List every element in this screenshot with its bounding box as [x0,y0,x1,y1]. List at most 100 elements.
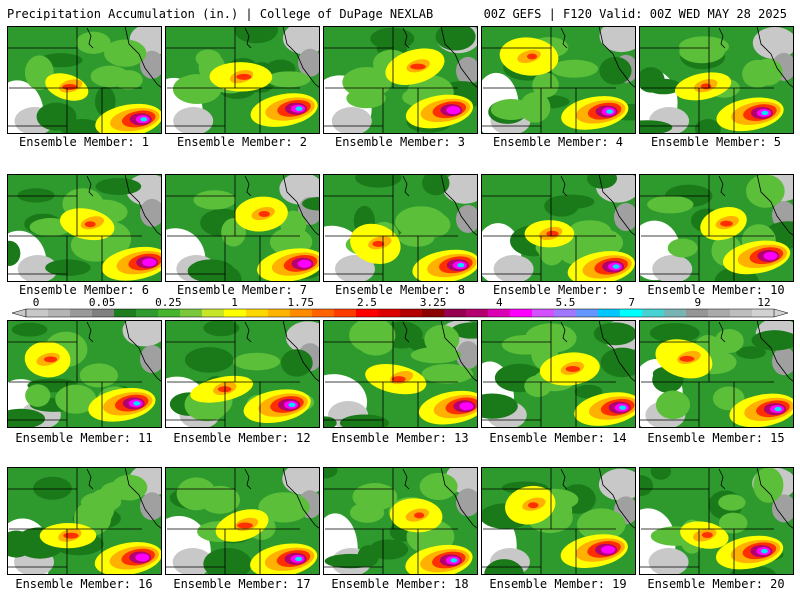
colorbar-min-arrow [11,308,27,318]
ensemble-panel [7,174,162,282]
ensemble-member-label: Ensemble Member: 10 [647,283,785,297]
ensemble-panel [7,26,162,134]
colorbar-graphic: 0 0.05 0.25 1 1.75 2.5 3.25 4 5.5 7 9 12 [11,296,789,318]
precip-map [323,467,478,575]
colorbar-tick-label: 4 [496,296,503,309]
precip-map [639,26,794,134]
ensemble-panel [481,320,636,428]
colorbar-swatch [268,309,291,317]
ensemble-member-label: Ensemble Member: 19 [489,577,627,591]
colorbar-swatch [290,309,313,317]
colorbar-tick-label: 2.5 [357,296,377,309]
ensemble-panel [639,174,794,282]
ensemble-member-label: Ensemble Member: 3 [334,135,466,149]
ensemble-panel [323,467,478,575]
chart-title: Precipitation Accumulation (in.) | Colle… [7,7,434,21]
colorbar: 0 0.05 0.25 1 1.75 2.5 3.25 4 5.5 7 9 12 [0,296,800,320]
colorbar-swatch [378,309,401,317]
colorbar-swatch [708,309,731,317]
precip-map [639,174,794,282]
colorbar-swatch [312,309,335,317]
colorbar-tick-label: 1.75 [287,296,314,309]
precip-map [165,467,320,575]
model-run-info: 00Z GEFS | F120 Valid: 00Z WED MAY 28 20… [483,7,787,21]
ensemble-member-label: Ensemble Member: 11 [15,431,153,445]
ensemble-panel [481,467,636,575]
colorbar-tick-label: 7 [628,296,635,309]
ensemble-member-label: Ensemble Member: 14 [489,431,627,445]
precip-map [7,320,162,428]
ensemble-member-label: Ensemble Member: 4 [492,135,624,149]
ensemble-panel [323,26,478,134]
ensemble-panel [481,26,636,134]
ensemble-panel [639,320,794,428]
colorbar-swatch [752,309,775,317]
ensemble-member-label: Ensemble Member: 18 [331,577,469,591]
ensemble-member-label: Ensemble Member: 20 [647,577,785,591]
precip-map [7,174,162,282]
colorbar-tick-label: 0.05 [89,296,116,309]
ensemble-panel [7,320,162,428]
ensemble-member-label: Ensemble Member: 16 [15,577,153,591]
ensemble-panel [165,320,320,428]
ensemble-panel [481,174,636,282]
colorbar-swatch [642,309,665,317]
colorbar-swatch [400,309,423,317]
ensemble-panel [639,467,794,575]
colorbar-swatch [92,309,115,317]
colorbar-swatch [246,309,269,317]
colorbar-swatch [48,309,71,317]
colorbar-tick-label: 12 [757,296,770,309]
ensemble-panel [7,467,162,575]
colorbar-swatch [730,309,753,317]
ensemble-member-label: Ensemble Member: 7 [176,283,308,297]
ensemble-panel [323,174,478,282]
precip-map [165,26,320,134]
ensemble-panel [323,320,478,428]
colorbar-swatch [26,309,49,317]
precip-map [481,26,636,134]
precip-map [481,467,636,575]
colorbar-tick-label: 1 [231,296,238,309]
precip-map [323,320,478,428]
ensemble-member-label: Ensemble Member: 9 [492,283,624,297]
ensemble-panel [639,26,794,134]
colorbar-tick-label: 0.25 [155,296,182,309]
precip-map [639,320,794,428]
precip-map [323,174,478,282]
colorbar-max-arrow [773,308,789,318]
colorbar-swatch [510,309,533,317]
ensemble-member-label: Ensemble Member: 1 [18,135,150,149]
colorbar-tick-label: 5.5 [556,296,576,309]
colorbar-swatch [598,309,621,317]
precip-map [165,320,320,428]
ensemble-panel [165,26,320,134]
colorbar-swatch [356,309,379,317]
colorbar-swatch [620,309,643,317]
ensemble-panel [165,467,320,575]
precip-map [323,26,478,134]
ensemble-member-label: Ensemble Member: 17 [173,577,311,591]
colorbar-swatch [554,309,577,317]
colorbar-swatch [114,309,137,317]
colorbar-tick-label: 0 [33,296,40,309]
precip-map [165,174,320,282]
colorbar-swatch [488,309,511,317]
colorbar-swatch [70,309,93,317]
colorbar-swatch [532,309,555,317]
colorbar-swatch [180,309,203,317]
colorbar-swatch [334,309,357,317]
ensemble-member-label: Ensemble Member: 5 [650,135,782,149]
colorbar-swatch [686,309,709,317]
colorbar-swatch [444,309,467,317]
colorbar-swatch [202,309,225,317]
ensemble-member-label: Ensemble Member: 12 [173,431,311,445]
ensemble-panel [165,174,320,282]
precip-map [481,320,636,428]
colorbar-swatch [158,309,181,317]
ensemble-member-label: Ensemble Member: 8 [334,283,466,297]
precip-map [7,467,162,575]
colorbar-tick-label: 3.25 [420,296,447,309]
ensemble-member-label: Ensemble Member: 6 [18,283,150,297]
colorbar-swatch [466,309,489,317]
